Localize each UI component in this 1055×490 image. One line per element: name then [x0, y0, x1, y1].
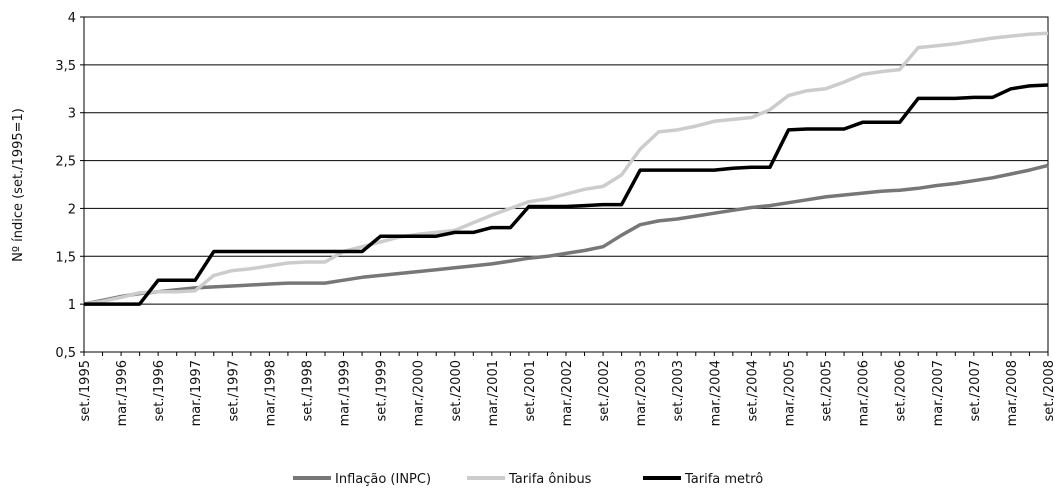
- y-axis-title: Nº índice (set./1995=1): [11, 108, 26, 262]
- x-tick-label: mar./2003: [634, 360, 649, 426]
- x-tick-label: mar./1996: [115, 360, 130, 426]
- x-tick-label: set./2005: [820, 360, 835, 421]
- x-tick-label: set./2007: [968, 360, 983, 421]
- x-tick-label: mar./1999: [338, 360, 353, 426]
- series-line: [84, 83, 1049, 306]
- x-tick-label: mar./2000: [412, 360, 427, 426]
- x-tick-label: set./1998: [300, 360, 315, 421]
- legend-label: Tarifa metrô: [684, 472, 763, 487]
- x-tick-label: set./1997: [226, 360, 241, 421]
- legend-label: Inflação (INPC): [335, 472, 431, 487]
- x-tick-label: mar./2001: [486, 360, 501, 426]
- x-tick-label: set./1996: [152, 360, 167, 421]
- x-tick-label: set./2006: [894, 360, 909, 421]
- x-tick-label: mar./1998: [263, 360, 278, 426]
- y-tick-label: 2,5: [55, 155, 76, 170]
- y-tick-label: 3: [68, 107, 76, 122]
- x-tick-label: set./1999: [375, 360, 390, 421]
- series-line: [83, 163, 1049, 306]
- x-tick-label: set./2003: [671, 360, 686, 421]
- y-tick-label: 0,5: [55, 346, 76, 361]
- y-tick-label: 4: [68, 11, 76, 26]
- x-tick-label: set./1995: [78, 360, 93, 421]
- x-tick-label: mar./2008: [1005, 360, 1020, 426]
- y-tick-label: 3,5: [55, 59, 76, 74]
- x-tick-label: set./2000: [449, 360, 464, 421]
- y-tick-label: 2: [68, 202, 76, 217]
- x-tick-label: set./2004: [745, 360, 760, 421]
- x-tick-label: mar./2002: [560, 360, 575, 426]
- y-tick-label: 1,5: [55, 250, 76, 265]
- y-tick-label: 1: [68, 298, 76, 313]
- x-tick-label: mar./1997: [189, 360, 204, 426]
- legend-label: Tarifa ônibus: [508, 472, 592, 487]
- x-tick-label: set./2001: [523, 360, 538, 421]
- x-tick-label: mar./2007: [931, 360, 946, 426]
- series-line: [83, 31, 1049, 306]
- x-tick-label: set./2002: [597, 360, 612, 421]
- x-tick-label: mar./2006: [857, 360, 872, 426]
- x-tick-label: set./2008: [1042, 360, 1055, 421]
- x-tick-label: mar./2004: [708, 360, 723, 426]
- x-tick-label: mar./2005: [782, 360, 797, 426]
